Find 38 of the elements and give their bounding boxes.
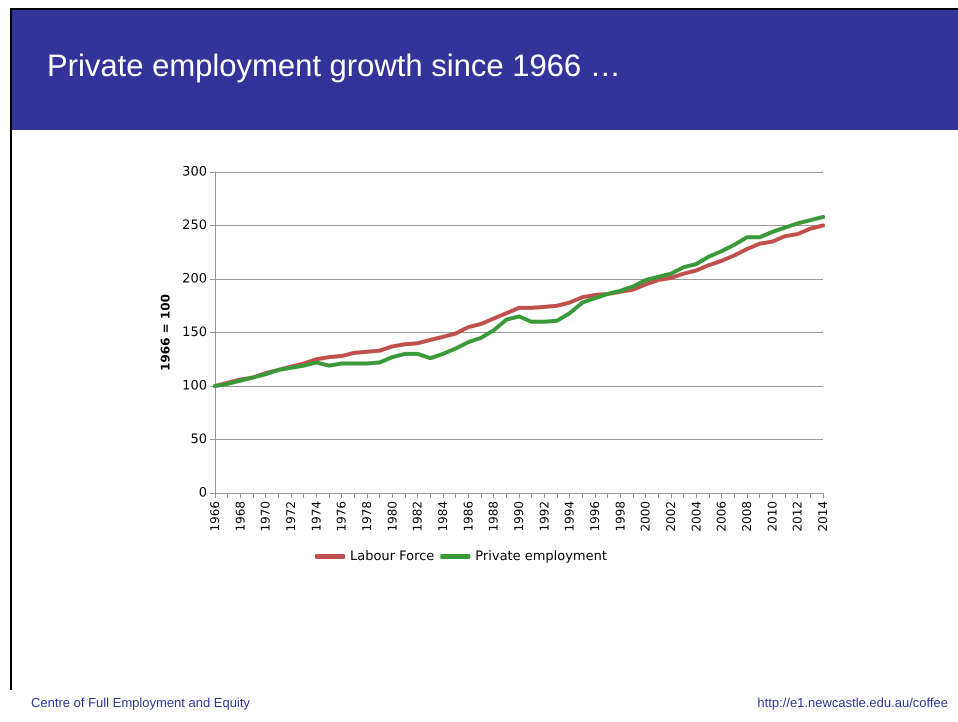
text: Centre of Full Employment and Equity	[31, 695, 250, 710]
x-tick-label: 2008	[740, 501, 754, 532]
x-tick-label: 1988	[486, 501, 501, 532]
x-tick-label: 1966	[208, 501, 222, 532]
legend-label: Private employment	[475, 549, 607, 564]
y-tick-label: 150	[182, 325, 207, 340]
y-tick-label: 200	[182, 272, 207, 286]
x-tick-label: 2002	[664, 501, 678, 532]
x-tick-label: 1998	[613, 501, 628, 532]
x-tick-label: 1970	[258, 501, 273, 532]
x-tick-label: 1982	[410, 501, 425, 532]
x-tick-label: 2006	[714, 501, 729, 532]
y-tick-label: 300	[182, 164, 207, 180]
x-tick-label: 1996	[588, 501, 602, 532]
x-tick-label: 1986	[461, 501, 476, 532]
x-tick-label: 1978	[360, 501, 374, 532]
x-tick-label: 2004	[689, 501, 704, 532]
x-tick-label: 1974	[309, 501, 324, 532]
y-axis-title: 1966 = 100	[158, 294, 172, 371]
legend-label: Labour Force	[350, 549, 434, 564]
x-tick-label: 2012	[790, 501, 805, 532]
x-tick-label: 2000	[638, 501, 653, 532]
chart-title: Private employment growth since 1966 …	[47, 48, 621, 84]
x-tick-label: 1990	[512, 501, 526, 532]
x-tick-label: 1994	[562, 501, 577, 532]
x-tick-label: 1976	[334, 501, 349, 532]
x-tick-label: 1984	[436, 501, 450, 532]
y-tick-label: 250	[182, 218, 207, 233]
y-tick-label: 100	[182, 378, 207, 394]
y-tick-label: 50	[190, 432, 207, 447]
y-tick-label: 0	[198, 486, 207, 500]
x-tick-label: 1972	[284, 501, 298, 532]
x-tick-label: 2010	[765, 501, 780, 532]
x-tick-label: 1992	[537, 501, 552, 532]
x-tick-label: 2014	[816, 501, 830, 532]
x-tick-label: 1968	[233, 501, 248, 532]
text: http://e1.newcastle.edu.au/coffee	[757, 695, 948, 710]
x-tick-label: 1980	[385, 501, 400, 532]
